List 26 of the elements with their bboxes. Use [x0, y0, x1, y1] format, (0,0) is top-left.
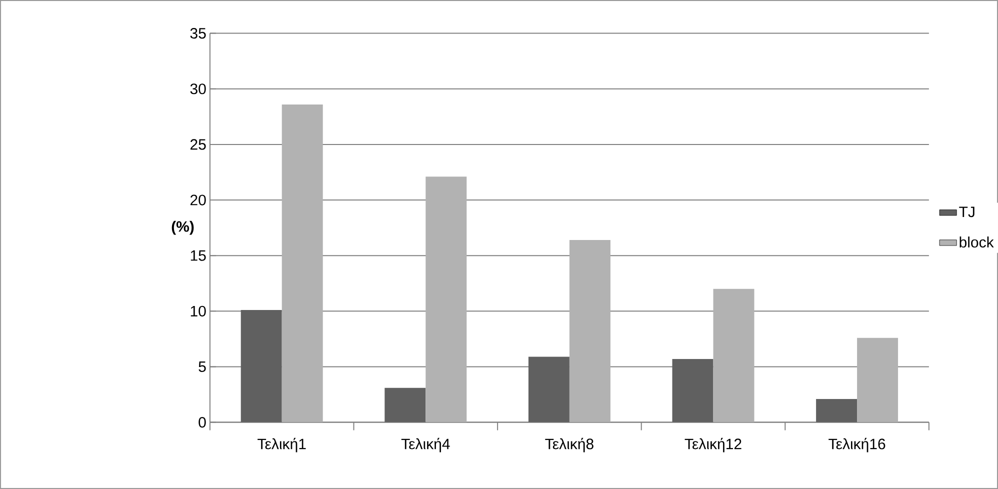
x-tick-label: Τελική1: [258, 438, 306, 452]
bar: [240, 310, 282, 422]
legend-label: TJ: [959, 206, 974, 218]
bar: [672, 358, 714, 422]
x-tick-label: Τελική4: [401, 438, 450, 452]
y-tick-label: 5: [198, 362, 206, 372]
bar: [426, 176, 467, 422]
x-tick-label: Τελική12: [684, 438, 742, 452]
bar: [569, 240, 610, 422]
y-tick-label: 35: [190, 28, 206, 39]
bar: [857, 338, 898, 422]
x-tick-label: Τελική16: [828, 438, 886, 452]
y-tick-label: 0: [198, 416, 206, 428]
legend-label: block: [960, 236, 994, 248]
bar: [816, 398, 858, 422]
bar: [528, 356, 570, 422]
bar: [384, 388, 426, 422]
bar: [282, 104, 323, 422]
y-axis-title: (%): [172, 220, 194, 235]
y-tick-label: 15: [190, 250, 206, 261]
y-tick-label: 25: [190, 139, 206, 150]
bar: [713, 288, 754, 422]
y-tick-label: 20: [190, 194, 206, 206]
x-tick-label: Τελική8: [545, 438, 594, 452]
y-tick-label: 10: [190, 306, 206, 316]
y-tick-label: 30: [190, 84, 206, 94]
